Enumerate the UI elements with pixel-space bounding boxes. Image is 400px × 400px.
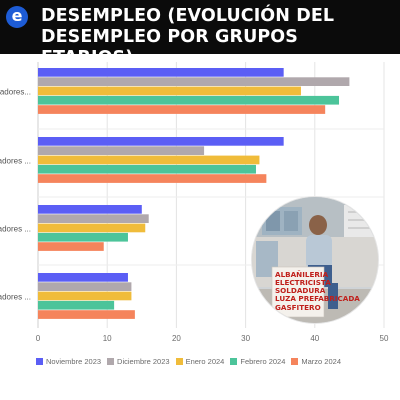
bar-4-febrero-2024 [38, 300, 115, 310]
site-logo[interactable]: e [6, 6, 28, 28]
legend-item[interactable]: Noviembre 2023 [36, 357, 101, 366]
x-tick-label: 0 [36, 334, 41, 343]
logo-letter: e [11, 6, 23, 25]
legend-label: Marzo 2024 [301, 356, 341, 366]
worker-photo-illustration: ALBAÑILERIA ELECTRICISTA SOLDADURA LUZA … [252, 197, 378, 323]
x-tick-label: 30 [241, 334, 250, 343]
bar-2-febrero-2024 [38, 164, 256, 174]
legend-swatch [175, 357, 183, 365]
legend-swatch [36, 357, 43, 365]
x-tick-label: 20 [172, 334, 181, 343]
legend-item[interactable]: Diciembre 2023 [107, 357, 170, 366]
legend-item[interactable]: Marzo 2024 [291, 357, 341, 366]
legend-swatch [107, 357, 115, 365]
category-label: adores ... [0, 156, 31, 165]
bar-2-enero-2024 [38, 155, 260, 165]
sign-line-2: ELECTRICISTA [275, 278, 331, 287]
bar-3-diciembre-2023 [38, 214, 149, 223]
worker-photo: ALBAÑILERIA ELECTRICISTA SOLDADURA LUZA … [252, 197, 378, 323]
legend-swatch [291, 357, 299, 365]
bar-2-noviembre-2023 [38, 137, 284, 146]
legend-label: Enero 2024 [185, 356, 225, 366]
bar-1-febrero-2024 [38, 95, 340, 105]
bar-3-febrero-2024 [38, 232, 128, 242]
x-tick-labels: 0 10 20 30 40 50 [36, 334, 389, 343]
bar-1-diciembre-2023 [38, 77, 350, 86]
bar-2-diciembre-2023 [38, 146, 205, 155]
bar-2-marzo-2024 [38, 174, 267, 183]
sign-line-3: SOLDADURA [275, 286, 326, 295]
sign-line-1: ALBAÑILERIA [275, 270, 329, 279]
header-bar: e DESEMPLEO (EVOLUCIÓN DEL DESEMPLEO POR… [0, 0, 400, 68]
category-label: adores... [0, 87, 31, 96]
bar-1-marzo-2024 [38, 105, 326, 114]
bar-3-enero-2024 [38, 223, 146, 233]
sign-line-5: GASFITERO [275, 303, 321, 312]
bar-3-marzo-2024 [38, 242, 104, 251]
legend-label: Febrero 2024 [240, 356, 286, 366]
page-title: DESEMPLEO (EVOLUCIÓN DEL DESEMPLEO POR G… [41, 6, 335, 68]
x-tick-label: 10 [103, 334, 112, 343]
bar-4-marzo-2024 [38, 310, 135, 319]
legend-swatch [230, 357, 238, 365]
bars-layer [38, 68, 350, 319]
legend-label: Diciembre 2023 [117, 356, 170, 366]
bar-4-diciembre-2023 [38, 282, 132, 291]
bar-3-noviembre-2023 [38, 205, 142, 214]
bar-4-noviembre-2023 [38, 273, 128, 282]
bar-1-enero-2024 [38, 86, 301, 96]
x-tick-label: 40 [310, 334, 319, 343]
x-tick-label: 50 [380, 334, 389, 343]
category-label: adores ... [0, 224, 31, 233]
bar-4-enero-2024 [38, 291, 132, 301]
category-labels: adores... adores ... adores ... adores ... [0, 87, 31, 301]
category-label: adores ... [0, 292, 31, 301]
chart-legend: Noviembre 2023 Diciembre 2023 Enero 2024 Fe… [36, 355, 400, 367]
legend-item[interactable]: Enero 2024 [175, 356, 225, 366]
sign-line-4: LUZA PREFABRICADA [275, 294, 360, 303]
legend-item[interactable]: Febrero 2024 [230, 357, 285, 366]
bar-1-noviembre-2023 [38, 68, 284, 77]
legend-label: Noviembre 2023 [46, 356, 102, 366]
